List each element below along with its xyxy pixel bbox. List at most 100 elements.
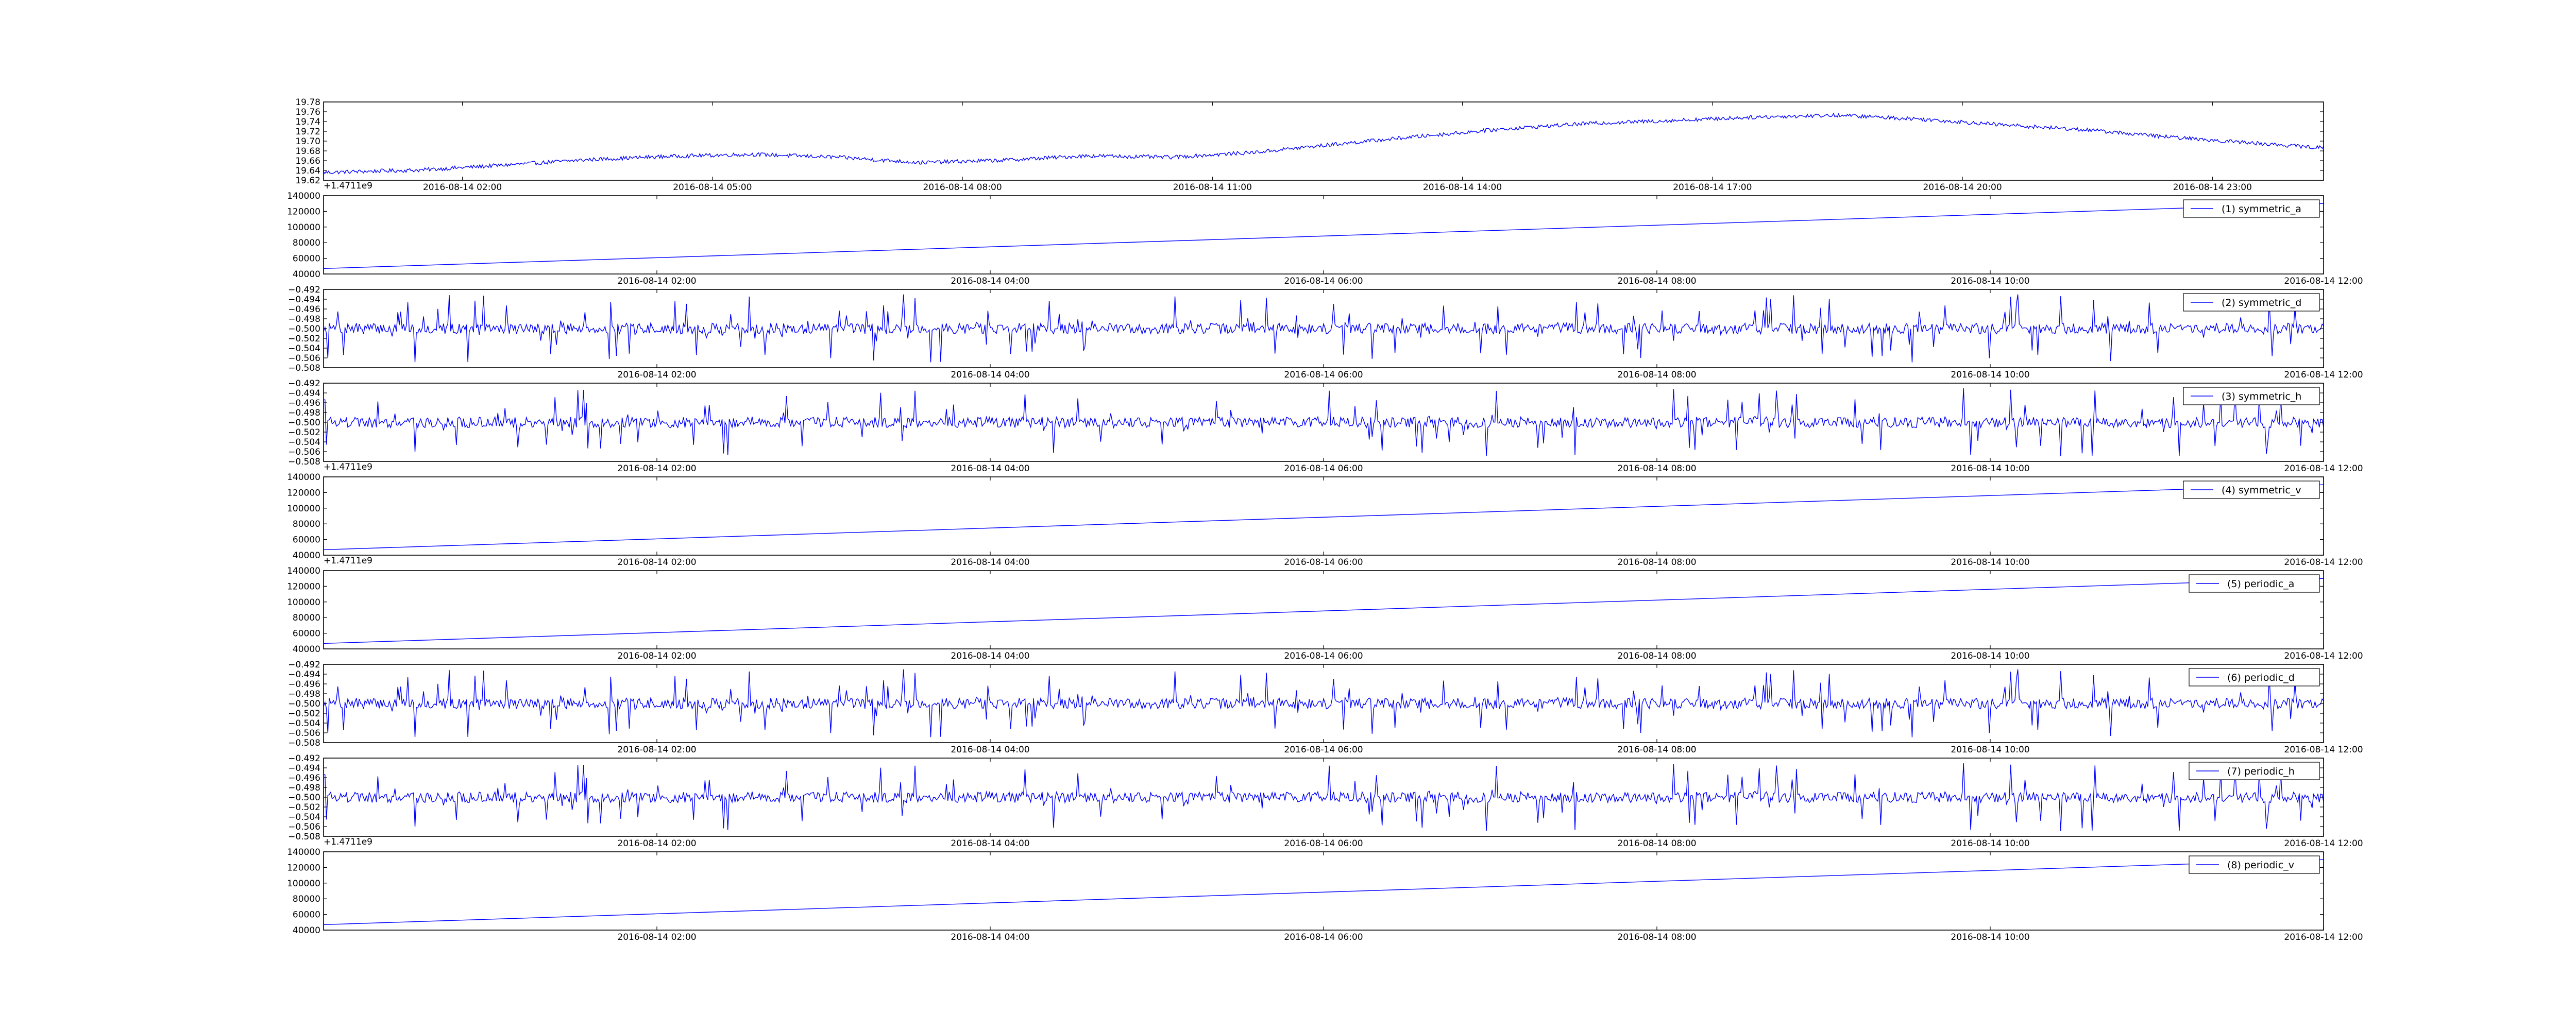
x-tick-label: 2016-08-14 06:00 xyxy=(1284,745,1363,755)
y-tick-label: −0.502 xyxy=(288,427,320,438)
y-tick-label: −0.508 xyxy=(288,457,320,467)
y-tick-label: −0.506 xyxy=(288,822,320,832)
subplot-7: −0.508−0.506−0.504−0.502−0.500−0.498−0.4… xyxy=(288,660,2363,755)
series-line-4 xyxy=(324,388,2324,456)
legend-label: (3) symmetric_h xyxy=(2222,391,2301,402)
x-tick-label: 2016-08-14 10:00 xyxy=(1951,745,2029,755)
y-tick-label: −0.504 xyxy=(288,437,320,448)
y-tick-label: 60000 xyxy=(293,629,320,639)
x-tick-label: 2016-08-14 08:00 xyxy=(1617,464,1696,474)
x-offset-label: +1.4711e9 xyxy=(324,181,372,191)
y-tick-label: −0.506 xyxy=(288,447,320,457)
y-tick-label: −0.494 xyxy=(288,295,320,305)
x-tick-label: 2016-08-14 02:00 xyxy=(617,557,696,568)
legend: (4) symmetric_v xyxy=(2183,480,2320,499)
x-tick-label: 2016-08-14 17:00 xyxy=(1673,182,1752,193)
x-tick-label: 2016-08-14 10:00 xyxy=(1951,557,2029,568)
legend-label: (1) symmetric_a xyxy=(2222,203,2301,215)
y-tick-label: −0.496 xyxy=(288,398,320,408)
y-tick-label: 19.72 xyxy=(295,127,320,137)
y-tick-label: 100000 xyxy=(287,222,320,233)
axes-frame xyxy=(323,101,2324,181)
x-offset-label: +1.4711e9 xyxy=(324,462,372,472)
x-tick-label: 2016-08-14 12:00 xyxy=(2284,745,2363,755)
y-tick-label: 60000 xyxy=(293,254,320,264)
series-line-5 xyxy=(324,484,2324,551)
y-tick-label: −0.492 xyxy=(288,285,320,295)
y-tick-label: 60000 xyxy=(293,535,320,545)
y-tick-label: 80000 xyxy=(293,894,320,904)
y-tick-label: −0.492 xyxy=(288,753,320,764)
legend: (5) periodic_a xyxy=(2189,574,2320,593)
x-tick-label: 2016-08-14 02:00 xyxy=(423,182,502,193)
y-tick-label: 120000 xyxy=(287,207,320,217)
y-tick-label: −0.494 xyxy=(288,388,320,399)
x-tick-label: 2016-08-14 04:00 xyxy=(951,745,1029,755)
x-tick-label: 2016-08-14 10:00 xyxy=(1951,651,2029,661)
y-tick-label: −0.496 xyxy=(288,679,320,690)
x-tick-label: 2016-08-14 11:00 xyxy=(1173,182,1252,193)
y-tick-label: −0.504 xyxy=(288,718,320,729)
x-tick-label: 2016-08-14 02:00 xyxy=(617,932,696,942)
x-tick-label: 2016-08-14 08:00 xyxy=(1617,932,1696,942)
x-tick-label: 2016-08-14 14:00 xyxy=(1423,182,1502,193)
y-tick-label: −0.508 xyxy=(288,738,320,748)
y-tick-label: 100000 xyxy=(287,597,320,608)
x-tick-label: 2016-08-14 12:00 xyxy=(2284,932,2363,942)
y-tick-label: 140000 xyxy=(287,566,320,576)
subplot-4: −0.508−0.506−0.504−0.502−0.500−0.498−0.4… xyxy=(288,379,2363,474)
y-tick-label: 40000 xyxy=(293,269,320,280)
y-tick-label: −0.496 xyxy=(288,304,320,315)
x-tick-label: 2016-08-14 12:00 xyxy=(2284,651,2363,661)
subplot-1: 19.6219.6419.6619.6819.7019.7219.7419.76… xyxy=(295,97,2324,193)
y-tick-label: 140000 xyxy=(287,847,320,857)
series-line-8 xyxy=(324,763,2324,831)
y-tick-label: 140000 xyxy=(287,191,320,201)
y-tick-label: 19.78 xyxy=(295,97,320,108)
x-tick-label: 2016-08-14 06:00 xyxy=(1284,276,1363,286)
y-tick-label: −0.500 xyxy=(288,418,320,428)
x-tick-label: 2016-08-14 06:00 xyxy=(1284,370,1363,380)
x-tick-label: 2016-08-14 02:00 xyxy=(617,464,696,474)
legend: (1) symmetric_a xyxy=(2183,199,2320,218)
subplot-8: −0.508−0.506−0.504−0.502−0.500−0.498−0.4… xyxy=(288,753,2363,849)
legend-label: (4) symmetric_v xyxy=(2222,485,2301,496)
legend: (6) periodic_d xyxy=(2189,668,2320,686)
series-line-1 xyxy=(324,112,2324,175)
axes-frame xyxy=(323,289,2324,368)
legend: (2) symmetric_d xyxy=(2183,293,2320,312)
y-tick-label: 100000 xyxy=(287,504,320,514)
x-tick-label: 2016-08-14 02:00 xyxy=(617,838,696,849)
y-tick-label: −0.506 xyxy=(288,353,320,364)
x-offset-label: +1.4711e9 xyxy=(324,556,372,566)
x-tick-label: 2016-08-14 08:00 xyxy=(1617,745,1696,755)
y-tick-label: 100000 xyxy=(287,879,320,889)
x-tick-label: 2016-08-14 10:00 xyxy=(1951,838,2029,849)
y-tick-label: −0.508 xyxy=(288,363,320,373)
x-tick-label: 2016-08-14 04:00 xyxy=(951,651,1029,661)
x-tick-label: 2016-08-14 04:00 xyxy=(951,557,1029,568)
y-tick-label: −0.498 xyxy=(288,689,320,699)
x-tick-label: 2016-08-14 04:00 xyxy=(951,838,1029,849)
y-tick-label: 40000 xyxy=(293,925,320,936)
x-tick-label: 2016-08-14 08:00 xyxy=(1617,838,1696,849)
x-tick-label: 2016-08-14 08:00 xyxy=(1617,557,1696,568)
x-tick-label: 2016-08-14 02:00 xyxy=(617,276,696,286)
x-tick-label: 2016-08-14 06:00 xyxy=(1284,464,1363,474)
subplot-9: 40000 60000 80000 100000 120000 140000 2016-08… xyxy=(287,847,2363,942)
y-tick-label: −0.498 xyxy=(288,314,320,324)
x-tick-label: 2016-08-14 10:00 xyxy=(1951,276,2029,286)
series-line-7 xyxy=(324,669,2324,737)
axes-frame xyxy=(323,851,2324,931)
y-tick-label: −0.498 xyxy=(288,408,320,418)
y-tick-label: −0.500 xyxy=(288,699,320,709)
y-tick-label: 19.64 xyxy=(295,166,320,176)
legend-label: (8) periodic_v xyxy=(2227,860,2294,871)
x-tick-label: 2016-08-14 12:00 xyxy=(2284,838,2363,849)
y-tick-label: 19.74 xyxy=(295,117,320,127)
y-tick-label: 120000 xyxy=(287,488,320,498)
y-tick-label: −0.502 xyxy=(288,802,320,813)
x-tick-label: 2016-08-14 04:00 xyxy=(951,276,1029,286)
x-tick-label: 2016-08-14 08:00 xyxy=(1617,651,1696,661)
x-tick-label: 2016-08-14 12:00 xyxy=(2284,464,2363,474)
